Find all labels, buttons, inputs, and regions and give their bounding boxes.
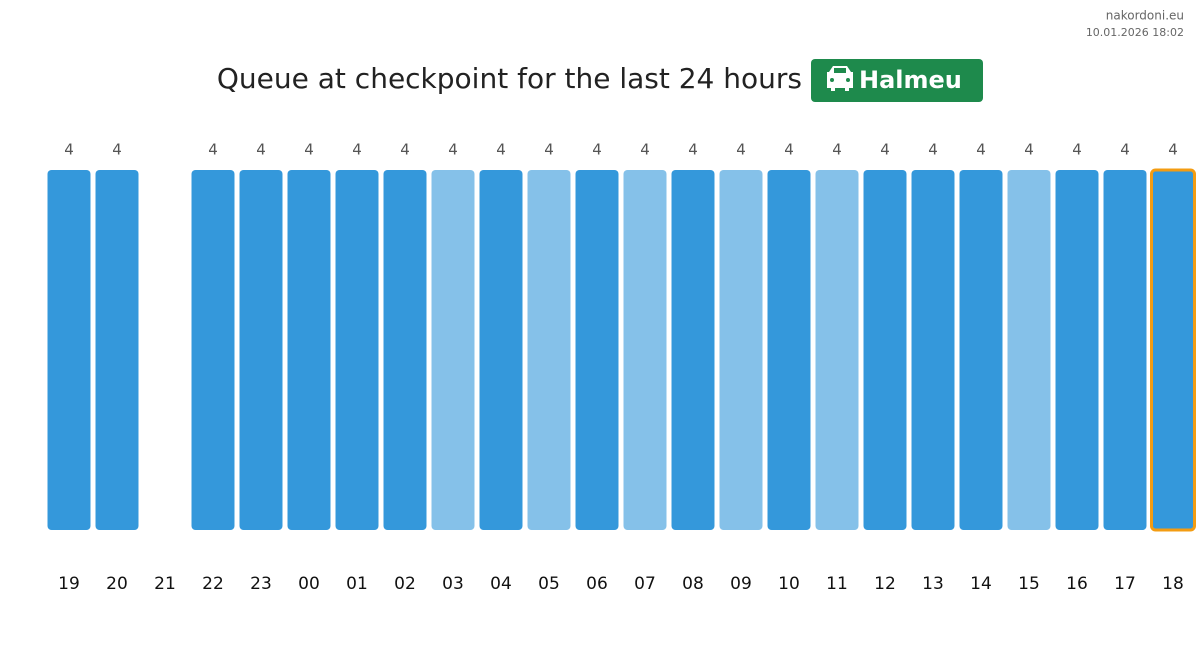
x-tick-label: 18 — [1162, 574, 1184, 594]
bar — [1150, 168, 1196, 532]
bar — [479, 170, 523, 530]
bar — [911, 170, 955, 530]
value-label: 4 — [208, 141, 218, 159]
x-tick-label: 03 — [442, 574, 464, 594]
bar — [191, 170, 235, 530]
x-tick-label: 09 — [730, 574, 752, 594]
x-tick-label: 04 — [490, 574, 512, 594]
value-label: 4 — [1072, 141, 1082, 159]
bar — [527, 170, 571, 530]
value-label: 4 — [496, 141, 506, 159]
value-label: 4 — [304, 141, 314, 159]
value-label: 4 — [688, 141, 698, 159]
x-tick-label: 15 — [1018, 574, 1040, 594]
bar — [863, 170, 907, 530]
bar — [719, 170, 763, 530]
bar — [95, 170, 139, 530]
value-label: 4 — [112, 141, 122, 159]
value-label: 4 — [1168, 141, 1178, 159]
x-tick-label: 00 — [298, 574, 320, 594]
bar — [1103, 170, 1147, 530]
bar — [47, 170, 91, 530]
x-tick-label: 22 — [202, 574, 224, 594]
bar — [767, 170, 811, 530]
bar — [335, 170, 379, 530]
bar — [815, 170, 859, 530]
x-tick-label: 01 — [346, 574, 368, 594]
value-label: 4 — [976, 141, 986, 159]
timestamp: 10.01.2026 18:02 — [1086, 26, 1184, 39]
car-icon — [827, 66, 853, 91]
value-label: 4 — [352, 141, 362, 159]
x-tick-label: 02 — [394, 574, 416, 594]
x-tick-label: 06 — [586, 574, 608, 594]
chart-title: Queue at checkpoint for the last 24 hour… — [217, 62, 802, 95]
value-label: 4 — [832, 141, 842, 159]
x-tick-label: 11 — [826, 574, 848, 594]
x-tick-label: 05 — [538, 574, 560, 594]
x-tick-label: 21 — [154, 574, 176, 594]
x-tick-label: 17 — [1114, 574, 1136, 594]
x-tick-label: 14 — [970, 574, 992, 594]
x-tick-label: 08 — [682, 574, 704, 594]
value-label: 4 — [640, 141, 650, 159]
x-tick-label: 19 — [58, 574, 80, 594]
x-tick-label: 16 — [1066, 574, 1088, 594]
bar — [287, 170, 331, 530]
checkpoint-name: Halmeu — [859, 66, 962, 94]
bar — [239, 170, 283, 530]
value-label: 4 — [1024, 141, 1034, 159]
value-label: 4 — [256, 141, 266, 159]
value-label: 4 — [784, 141, 794, 159]
value-label: 4 — [592, 141, 602, 159]
bar — [1055, 170, 1099, 530]
value-label: 4 — [1120, 141, 1130, 159]
bar — [431, 170, 475, 530]
value-label: 4 — [400, 141, 410, 159]
bar — [383, 170, 427, 530]
x-tick-label: 07 — [634, 574, 656, 594]
x-tick-label: 12 — [874, 574, 896, 594]
bar — [959, 170, 1003, 530]
badge — [811, 59, 983, 102]
x-tick-label: 23 — [250, 574, 272, 594]
value-label: 4 — [928, 141, 938, 159]
source: nakordoni.eu — [1106, 9, 1184, 23]
bar — [671, 170, 715, 530]
value-label: 4 — [880, 141, 890, 159]
bar — [623, 170, 667, 530]
value-label: 4 — [544, 141, 554, 159]
bar — [575, 170, 619, 530]
bar — [1007, 170, 1051, 530]
value-label: 4 — [64, 141, 74, 159]
x-tick-label: 20 — [106, 574, 128, 594]
x-tick-label: 10 — [778, 574, 800, 594]
value-label: 4 — [736, 141, 746, 159]
value-label: 4 — [448, 141, 458, 159]
x-tick-label: 13 — [922, 574, 944, 594]
